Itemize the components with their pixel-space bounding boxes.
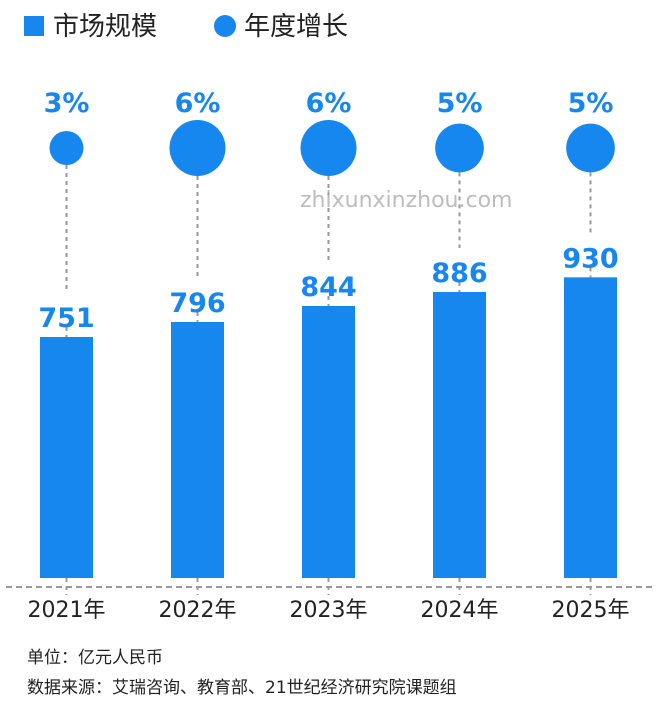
bar xyxy=(302,306,355,578)
chart: 市场规模 年度增长 751 796 844 886 930 3% 6% 6% 5% 5% 202… xyxy=(6,12,654,623)
growth-label: 6% xyxy=(175,88,221,119)
x-axis-ticks: 2021年 2022年 2023年 2024年 2025年 xyxy=(28,598,630,623)
x-tick-label: 2025年 xyxy=(552,598,630,623)
growth-bubble xyxy=(169,120,226,176)
growth-bubble xyxy=(49,131,84,165)
growth-label: 5% xyxy=(437,88,483,119)
growth-label: 6% xyxy=(306,88,352,119)
growth-bubble xyxy=(300,120,357,176)
legend-bar-swatch xyxy=(24,16,44,36)
x-tick-label: 2021年 xyxy=(28,598,106,623)
growth-bubbles: 3% 6% 6% 5% 5% xyxy=(44,88,615,176)
bar-value-label: 886 xyxy=(431,258,487,289)
bars: 751 796 844 886 930 xyxy=(38,243,619,578)
growth-label: 5% xyxy=(568,88,614,119)
growth-bubble xyxy=(435,123,484,173)
bar-value-label: 751 xyxy=(38,303,94,334)
source-note: 数据来源：艾瑞咨询、教育部、21世纪经济研究院课题组 xyxy=(27,678,457,698)
bar-value-label: 796 xyxy=(169,288,225,319)
growth-label: 3% xyxy=(44,88,90,119)
growth-bubble xyxy=(566,123,615,173)
bar xyxy=(40,337,93,578)
bar xyxy=(564,277,617,578)
bar xyxy=(433,292,486,578)
unit-note: 单位：亿元人民币 xyxy=(27,648,163,668)
x-tick-label: 2024年 xyxy=(421,598,499,623)
bar xyxy=(171,322,224,578)
legend-bubble-swatch xyxy=(214,15,236,37)
legend-bubble-label: 年度增长 xyxy=(244,12,348,42)
bar-value-label: 844 xyxy=(300,272,356,303)
bar-value-label: 930 xyxy=(562,243,618,274)
x-tick-label: 2023年 xyxy=(290,598,368,623)
watermark: zhixunxinzhou.com xyxy=(300,188,512,213)
x-tick-label: 2022年 xyxy=(159,598,237,623)
legend: 市场规模 年度增长 xyxy=(24,12,348,42)
legend-bar-label: 市场规模 xyxy=(53,12,157,42)
